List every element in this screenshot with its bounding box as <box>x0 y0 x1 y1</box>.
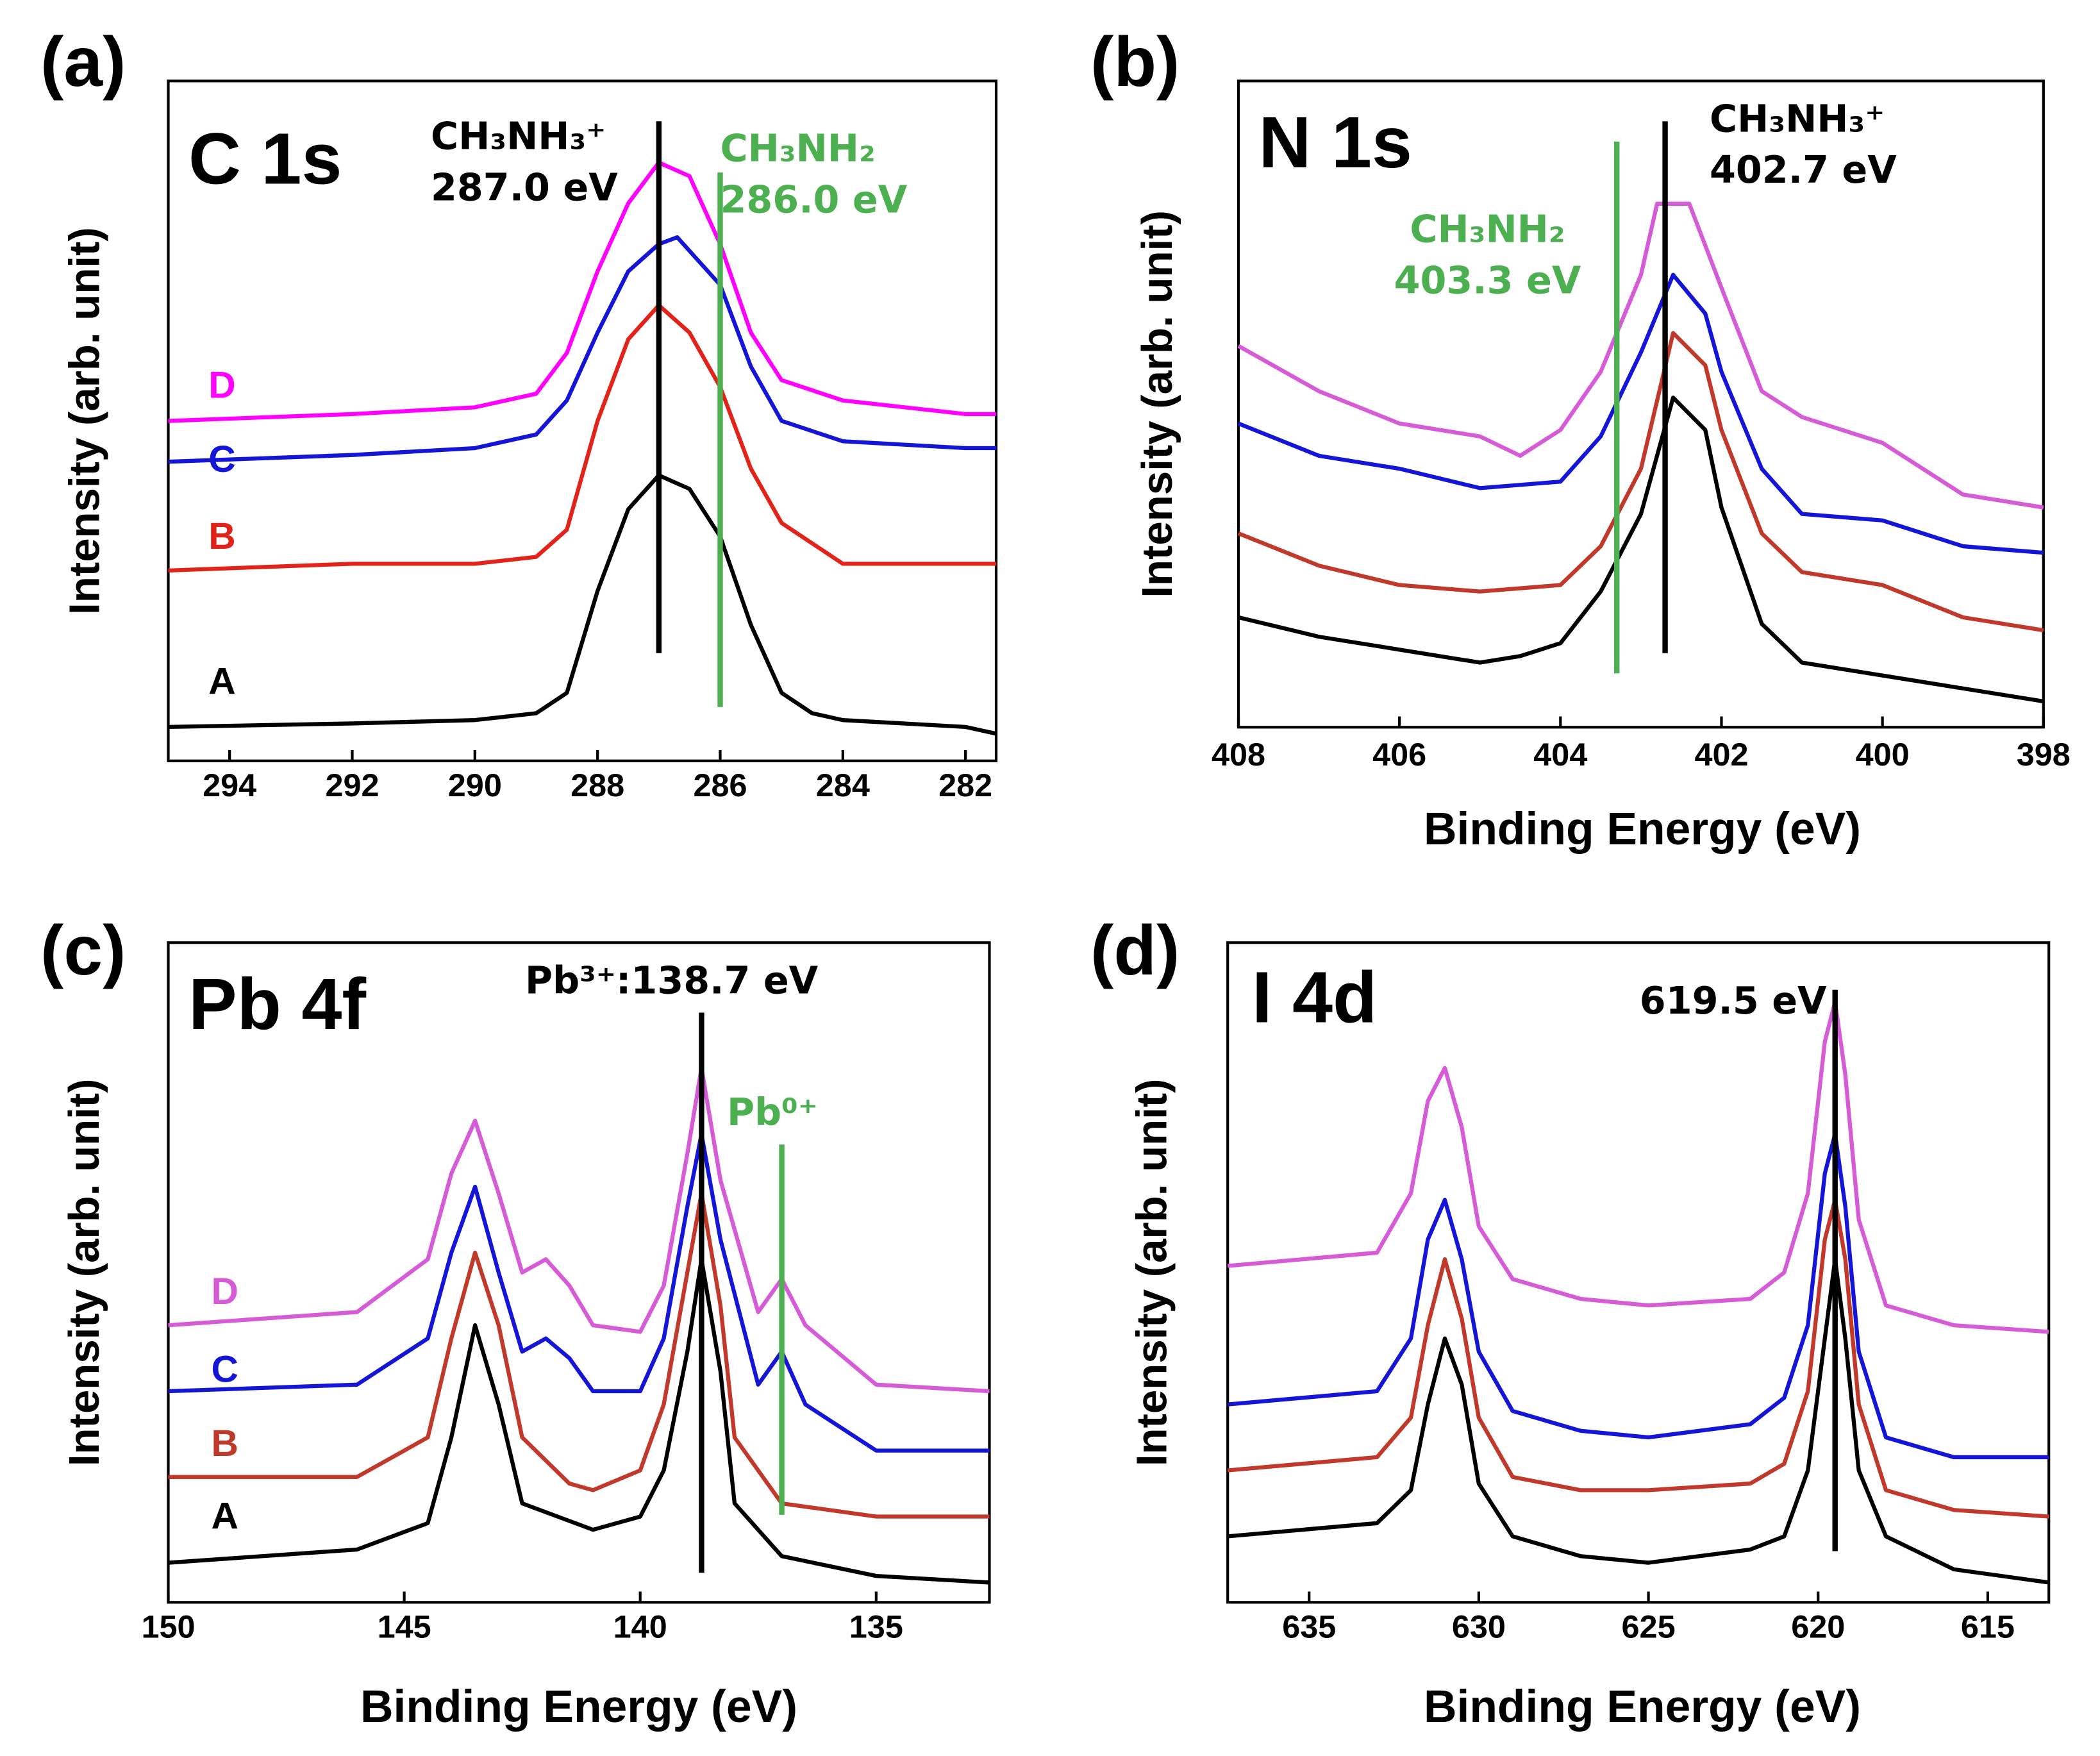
y-axis-label: Intensity (arb. unit) <box>60 227 108 615</box>
x-tick-label: 404 <box>1533 736 1587 773</box>
x-tick-label: 402 <box>1694 736 1748 773</box>
x-axis-label: Binding Energy (eV) <box>360 1681 797 1732</box>
spectrum-line <box>168 1066 990 1394</box>
x-tick-label: 294 <box>203 767 256 803</box>
x-tick-label: 135 <box>849 1609 903 1645</box>
panel-label: (a) <box>40 23 126 101</box>
series-label: C <box>208 439 235 480</box>
spectrum-line <box>168 1191 990 1519</box>
y-axis-label: Intensity (arb. unit) <box>1128 1078 1176 1466</box>
x-tick-label: 292 <box>325 767 379 803</box>
reference-label: Pb³⁺:138.7 eV <box>525 958 819 1002</box>
reference-label: 286.0 eV <box>721 177 908 221</box>
series-label: A <box>208 661 235 703</box>
spectrum-line <box>168 303 996 573</box>
spectrum-line <box>1238 396 2044 704</box>
panel-title: N 1s <box>1259 102 1412 183</box>
panel-title: C 1s <box>188 118 342 199</box>
plot-frame <box>167 941 991 1604</box>
x-tick-label: 150 <box>141 1609 195 1645</box>
series-label: C <box>211 1349 238 1391</box>
x-axis-label: Binding Energy (eV) <box>1424 803 1861 855</box>
x-tick-label: 282 <box>938 767 992 803</box>
spectrum-line <box>1237 331 2044 633</box>
x-tick-label: 615 <box>1961 1609 2015 1645</box>
spectrum-line <box>168 473 997 736</box>
series-label: B <box>208 515 235 557</box>
panel-label: (c) <box>40 912 126 990</box>
spectrum-line <box>1227 1257 2049 1585</box>
spectrum-line <box>168 235 996 464</box>
x-tick-label: 400 <box>1856 736 1910 773</box>
x-tick-label: 284 <box>816 767 870 803</box>
x-axis-label: Binding Energy (eV) <box>1424 1681 1861 1732</box>
plot-frame <box>1226 941 2051 1604</box>
spectrum-line <box>1237 201 2044 510</box>
panel-title: Pb 4f <box>188 964 366 1045</box>
x-tick-label: 625 <box>1622 1609 1676 1645</box>
plot-frame <box>1237 79 2045 729</box>
series-label: B <box>211 1423 238 1464</box>
x-tick-label: 635 <box>1282 1609 1336 1645</box>
x-tick-label: 406 <box>1372 736 1426 773</box>
spectrum-line <box>1237 272 2044 555</box>
spectrum-line <box>1227 1198 2049 1519</box>
series-label: D <box>211 1271 238 1312</box>
reference-label: 402.7 eV <box>1710 147 1897 192</box>
panel-label: (d) <box>1090 912 1179 990</box>
series-label: A <box>211 1496 238 1537</box>
x-tick-label: 288 <box>571 767 624 803</box>
spectrum-line <box>168 1132 990 1453</box>
y-axis-label: Intensity (arb. unit) <box>60 1078 108 1466</box>
spectrum-line <box>168 1257 990 1585</box>
panel-title: I 4d <box>1252 957 1377 1039</box>
series-label: D <box>208 365 235 406</box>
reference-label: CH₃NH₃⁺ <box>1710 96 1885 140</box>
y-axis-label: Intensity (arb. unit) <box>1133 210 1181 598</box>
x-tick-label: 290 <box>448 767 502 803</box>
x-tick-label: 630 <box>1452 1609 1506 1645</box>
reference-label: CH₃NH₃⁺ <box>431 114 606 158</box>
reference-label: CH₃NH₂ <box>1410 207 1565 251</box>
x-tick-label: 140 <box>613 1609 667 1645</box>
x-tick-label: 620 <box>1791 1609 1845 1645</box>
x-tick-label: 408 <box>1212 736 1265 773</box>
x-tick-label: 398 <box>2017 736 2071 773</box>
panel-label: (b) <box>1090 23 1179 101</box>
spectrum-line <box>1227 1132 2049 1460</box>
reference-label: CH₃NH₂ <box>721 126 876 171</box>
reference-label: 619.5 eV <box>1640 978 1827 1023</box>
x-tick-label: 145 <box>378 1609 431 1645</box>
x-tick-label: 286 <box>693 767 747 803</box>
reference-label: 403.3 eV <box>1394 258 1581 302</box>
spectrum-line <box>1227 999 2049 1334</box>
reference-label: Pb⁰⁺ <box>727 1090 818 1134</box>
reference-label: 287.0 eV <box>431 165 618 210</box>
